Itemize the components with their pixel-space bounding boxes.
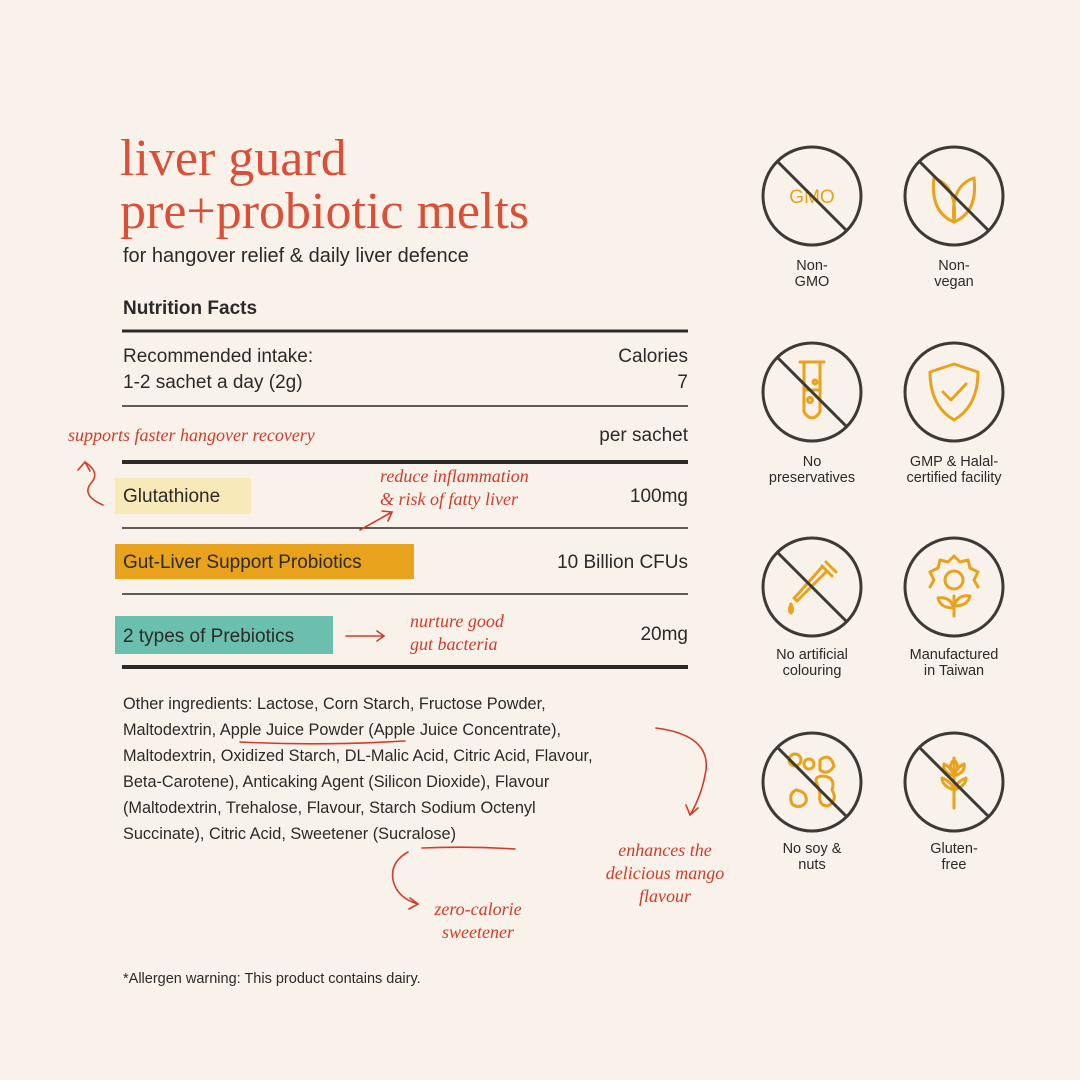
annotation: supports faster hangover recovery [68,425,315,445]
underline [239,740,406,745]
annotation: nurture good [410,611,505,631]
badge-label: preservatives [769,470,855,486]
allergen-note: *Allergen warning: This product contains… [123,971,421,987]
badge-label: certified facility [906,470,1002,486]
ingredients: Other ingredients: Lactose, Corn Starch,… [123,695,593,843]
serving: per sachet [599,425,688,446]
badge: No artificial colouring [761,536,863,679]
arrow [655,727,708,817]
highlight [115,544,414,579]
title: pre+probiotic melts [120,183,529,240]
ingredient-line: Beta-Carotene), Anticaking Agent (Silico… [123,773,550,791]
badge: Non- vegan [903,145,1005,290]
underline [421,846,516,850]
badge-label: No [803,454,822,470]
intake-value: 1-2 sachet a day (2g) [123,372,303,393]
row-amount: 20mg [640,624,688,645]
ingredient-line: Maltodextrin, Oxidized Starch, DL-Malic … [123,747,593,765]
ingredient-line: (Maltodextrin, Trehalose, Flavour, Starc… [123,799,536,817]
annotation: reduce inflammation [380,466,529,486]
badge: No preservatives [761,341,863,486]
annotation: delicious mango [606,863,725,883]
badge: Gluten- free [903,731,1005,873]
highlight [115,616,333,654]
badge-label: nuts [798,857,825,873]
row-amount: 100mg [630,486,688,507]
intake-label: Recommended intake: [123,346,313,367]
ingredient-line: Other ingredients: Lactose, Corn Starch,… [123,695,546,713]
row-name: Glutathione [123,486,220,507]
badge-label: in Taiwan [924,663,984,679]
badge: No soy & nuts [761,731,863,873]
arrow [391,851,420,910]
arrow [345,630,386,642]
badge-label: colouring [783,663,842,679]
segment: Maltodextrin, [123,721,220,739]
annotation: sweetener [442,922,515,942]
arrow [77,460,104,506]
segment: Apple Juice Powder [220,721,364,739]
annotation: zero-calorie [433,899,521,919]
ingredient-line: Maltodextrin, Apple Juice Powder (Apple … [123,721,561,739]
badge-label: Gluten- [930,841,978,857]
annotation: enhances the [618,840,711,860]
row-name: 2 types of Prebiotics [123,626,294,647]
badge-label: GMO [795,274,830,290]
highlight [115,478,251,514]
badge: GMP & Halal- certified facility [903,341,1005,486]
annotation: gut bacteria [410,634,498,654]
ingredient-line: Succinate), Citric Acid, Sweetener (Sucr… [123,825,456,843]
subtitle: for hangover relief & daily liver defenc… [123,245,469,267]
row-amount: 10 Billion CFUs [557,552,688,573]
annotation: flavour [639,886,692,906]
annotation: & risk of fatty liver [380,489,519,509]
heading: Nutrition Facts [123,298,257,319]
arrow [359,510,394,531]
title: liver guard [120,130,347,187]
badge-label: Non- [938,258,970,274]
badge: GMO Non- GMO [761,145,863,290]
segment: (Apple Juice Concentrate), [364,721,561,739]
badge-label: No soy & [783,841,842,857]
badge-label: Non- [796,258,828,274]
badge-label: vegan [934,274,974,290]
calories-label: Calories [618,346,688,367]
badge: Manufactured in Taiwan [903,536,1005,679]
badge-label: GMP & Halal- [910,454,999,470]
badge-label: free [942,857,967,873]
badge-label: No artificial [776,647,848,663]
badge-label: Manufactured [910,647,999,663]
row-name: Gut-Liver Support Probiotics [123,552,362,573]
calories-value: 7 [677,372,688,393]
